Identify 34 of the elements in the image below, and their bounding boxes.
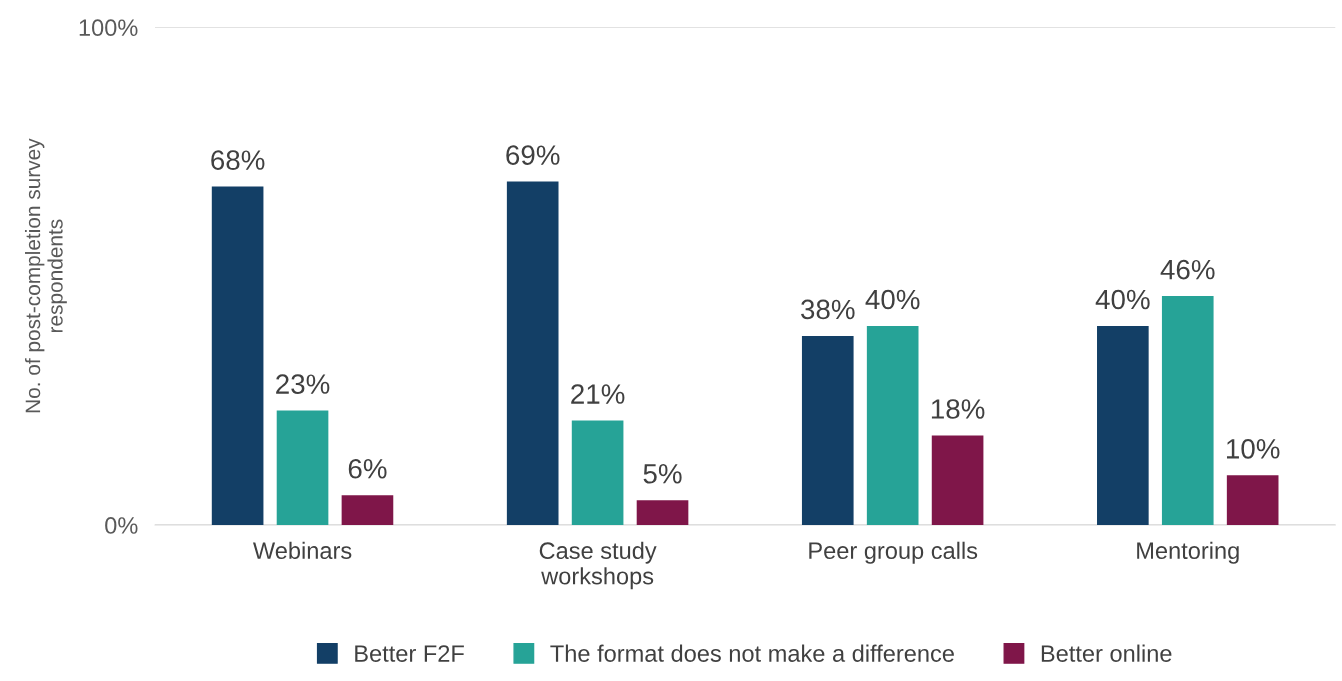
x-tick-label: Webinars — [252, 541, 352, 560]
y-tick-label: 100% — [79, 19, 138, 37]
text: 18% — [931, 399, 985, 419]
bar — [1161, 296, 1214, 526]
bar — [211, 186, 264, 526]
bar — [506, 181, 559, 526]
bar — [801, 335, 854, 526]
bar — [931, 435, 984, 526]
bar — [636, 500, 689, 526]
legend-label: The format does not make a difference — [550, 644, 954, 662]
text: 21% — [571, 384, 625, 404]
bar — [276, 410, 329, 526]
bar — [341, 495, 394, 526]
bar — [571, 420, 624, 526]
legend-label: Better F2F — [355, 645, 464, 662]
bar — [866, 325, 919, 526]
y-tick-label: 0% — [105, 517, 138, 534]
text: 46% — [1160, 259, 1215, 280]
text: 68% — [211, 150, 265, 170]
y-axis-title: No. of post-completion survey respondents — [24, 138, 67, 413]
bar — [1097, 325, 1149, 526]
text: 6% — [348, 458, 387, 479]
text: 40% — [1095, 289, 1150, 310]
text: 69% — [506, 145, 560, 165]
legend-label: Better online — [1041, 644, 1172, 662]
text: 40% — [865, 289, 920, 310]
text: 23% — [276, 374, 330, 394]
bar — [1226, 475, 1279, 526]
x-tick-label: Case study workshops — [539, 541, 657, 590]
text: 5% — [643, 464, 682, 484]
text: 10% — [1226, 439, 1280, 459]
x-tick-label: Mentoring — [1137, 541, 1239, 564]
x-tick-label: Peer group calls — [809, 541, 978, 564]
text: 38% — [801, 299, 855, 320]
